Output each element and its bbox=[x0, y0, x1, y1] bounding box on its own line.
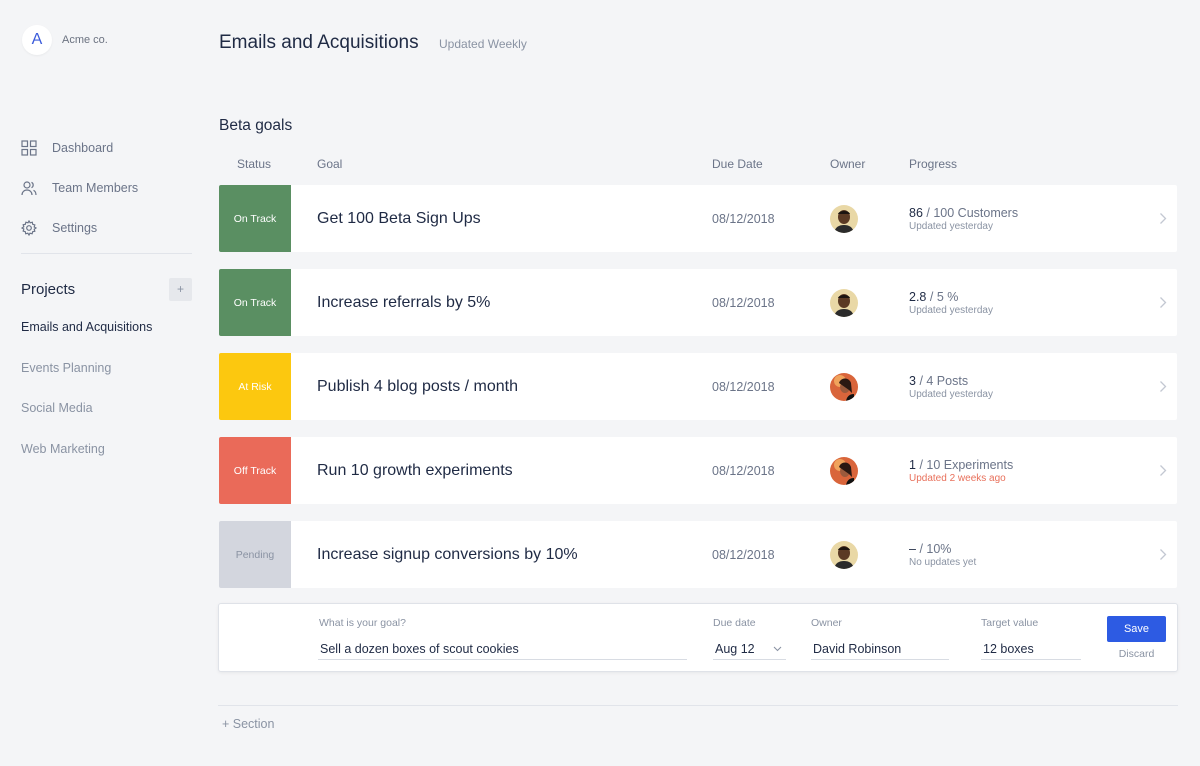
progress-value: – bbox=[909, 542, 916, 556]
section-title: Beta goals bbox=[219, 117, 293, 134]
sidebar-item-dashboard[interactable]: Dashboard bbox=[21, 128, 191, 168]
progress: – / 10% No updates yet bbox=[909, 542, 976, 568]
column-header-progress: Progress bbox=[909, 157, 958, 171]
progress-target: / 10 Experiments bbox=[919, 458, 1014, 472]
progress-value: 1 bbox=[909, 458, 916, 472]
goal-row[interactable]: Pending Increase signup conversions by 1… bbox=[219, 521, 1177, 588]
project-item-social-media[interactable]: Social Media bbox=[21, 401, 93, 415]
owner-avatar bbox=[830, 457, 858, 485]
project-item-emails-and-acquisitions[interactable]: Emails and Acquisitions bbox=[21, 320, 153, 334]
goal-title: Publish 4 blog posts / month bbox=[317, 377, 519, 395]
goal-title: Increase referrals by 5% bbox=[317, 293, 491, 311]
progress: 1 / 10 Experiments Updated 2 weeks ago bbox=[909, 458, 1013, 484]
chevron-right-icon bbox=[1160, 297, 1167, 308]
grid-icon bbox=[21, 140, 37, 156]
gear-icon bbox=[21, 220, 37, 236]
progress-updated: No updates yet bbox=[909, 557, 977, 568]
chevron-right-icon bbox=[1160, 465, 1167, 476]
goal-title: Get 100 Beta Sign Ups bbox=[317, 209, 481, 227]
due-date: 08/12/2018 bbox=[712, 295, 775, 310]
goal-input[interactable]: Sell a dozen boxes of scout cookies bbox=[318, 638, 687, 660]
owner-avatar bbox=[830, 289, 858, 317]
due-date-field-label: Due date bbox=[713, 617, 756, 629]
status-badge: On Track bbox=[219, 185, 291, 252]
owner-avatar bbox=[830, 205, 858, 233]
users-icon bbox=[21, 181, 37, 196]
owner-input[interactable]: David Robinson bbox=[811, 638, 949, 660]
due-date: 08/12/2018 bbox=[712, 547, 775, 562]
progress-target: / 10% bbox=[919, 542, 952, 556]
sidebar-item-label: Settings bbox=[52, 221, 98, 235]
sidebar-item-team-members[interactable]: Team Members bbox=[21, 168, 191, 208]
add-project-button[interactable]: + bbox=[169, 277, 192, 301]
progress-value: 2.8 bbox=[909, 290, 927, 304]
status-badge: Off Track bbox=[219, 437, 291, 504]
owner-avatar bbox=[830, 373, 858, 401]
progress-updated: Updated yesterday bbox=[909, 221, 993, 232]
chevron-right-icon bbox=[1160, 213, 1167, 224]
sidebar-nav: Dashboard Team Members Settings bbox=[21, 128, 191, 248]
column-header-owner: Owner bbox=[830, 157, 866, 171]
progress-value: 3 bbox=[909, 374, 916, 388]
goal-row[interactable]: On Track Get 100 Beta Sign Ups 08/12/201… bbox=[219, 185, 1177, 252]
column-header-status: Status bbox=[237, 157, 272, 171]
chevron-right-icon bbox=[1160, 381, 1167, 392]
goal-row[interactable]: At Risk Publish 4 blog posts / month 08/… bbox=[219, 353, 1177, 420]
status-badge: At Risk bbox=[219, 353, 291, 420]
progress: 2.8 / 5 % Updated yesterday bbox=[909, 290, 993, 316]
progress-updated: Updated yesterday bbox=[909, 389, 993, 400]
chevron-right-icon bbox=[1160, 549, 1167, 560]
discard-button[interactable]: Discard bbox=[1118, 648, 1155, 660]
page-title: Emails and Acquisitions bbox=[219, 32, 419, 53]
due-date-select[interactable]: Aug 12 bbox=[713, 638, 786, 660]
add-section-button[interactable]: + Section bbox=[222, 717, 275, 731]
goal-field-label: What is your goal? bbox=[319, 617, 406, 629]
progress-target: / 5 % bbox=[929, 290, 959, 304]
sidebar-item-label: Dashboard bbox=[52, 141, 114, 155]
project-item-web-marketing[interactable]: Web Marketing bbox=[21, 441, 105, 456]
progress-updated: Updated 2 weeks ago bbox=[909, 473, 1006, 484]
progress: 3 / 4 Posts Updated yesterday bbox=[909, 374, 993, 400]
new-goal-form: What is your goal? Sell a dozen boxes of… bbox=[218, 603, 1178, 672]
due-date-value: Aug 12 bbox=[715, 641, 755, 656]
projects-title: Projects bbox=[21, 280, 76, 298]
column-header-goal: Goal bbox=[317, 157, 343, 171]
goal-row[interactable]: Off Track Run 10 growth experiments 08/1… bbox=[219, 437, 1177, 504]
project-list: Emails and Acquisitions Events Planning … bbox=[21, 320, 152, 482]
due-date: 08/12/2018 bbox=[712, 463, 775, 478]
org-switcher[interactable]: A Acme co. bbox=[22, 25, 108, 55]
save-button[interactable]: Save bbox=[1107, 616, 1166, 642]
project-item-events-planning[interactable]: Events Planning bbox=[21, 360, 112, 375]
due-date: 08/12/2018 bbox=[712, 211, 775, 226]
progress-target: / 4 Posts bbox=[919, 374, 969, 388]
column-header-due-date: Due Date bbox=[712, 157, 763, 171]
page-subtitle: Updated Weekly bbox=[439, 37, 527, 51]
status-badge: Pending bbox=[219, 521, 291, 588]
goal-title: Run 10 growth experiments bbox=[317, 461, 513, 479]
goal-row[interactable]: On Track Increase referrals by 5% 08/12/… bbox=[219, 269, 1177, 336]
owner-field-label: Owner bbox=[811, 617, 842, 629]
chevron-down-icon bbox=[773, 646, 782, 651]
progress-value: 86 bbox=[909, 206, 923, 220]
progress-updated: Updated yesterday bbox=[909, 305, 993, 316]
progress-target: / 100 Customers bbox=[926, 206, 1019, 220]
owner-avatar bbox=[830, 541, 858, 569]
status-badge: On Track bbox=[219, 269, 291, 336]
org-name: Acme co. bbox=[62, 34, 108, 46]
sidebar-divider bbox=[21, 253, 192, 254]
progress: 86 / 100 Customers Updated yesterday bbox=[909, 206, 1018, 232]
section-divider bbox=[218, 705, 1178, 706]
target-value-field-label: Target value bbox=[981, 617, 1039, 629]
goal-title: Increase signup conversions by 10% bbox=[317, 545, 578, 563]
target-value-input[interactable]: 12 boxes bbox=[981, 638, 1081, 660]
sidebar-item-label: Team Members bbox=[52, 181, 139, 195]
projects-header: Projects + bbox=[21, 277, 192, 301]
sidebar-item-settings[interactable]: Settings bbox=[21, 208, 191, 248]
org-avatar: A bbox=[22, 25, 52, 55]
due-date: 08/12/2018 bbox=[712, 379, 775, 394]
